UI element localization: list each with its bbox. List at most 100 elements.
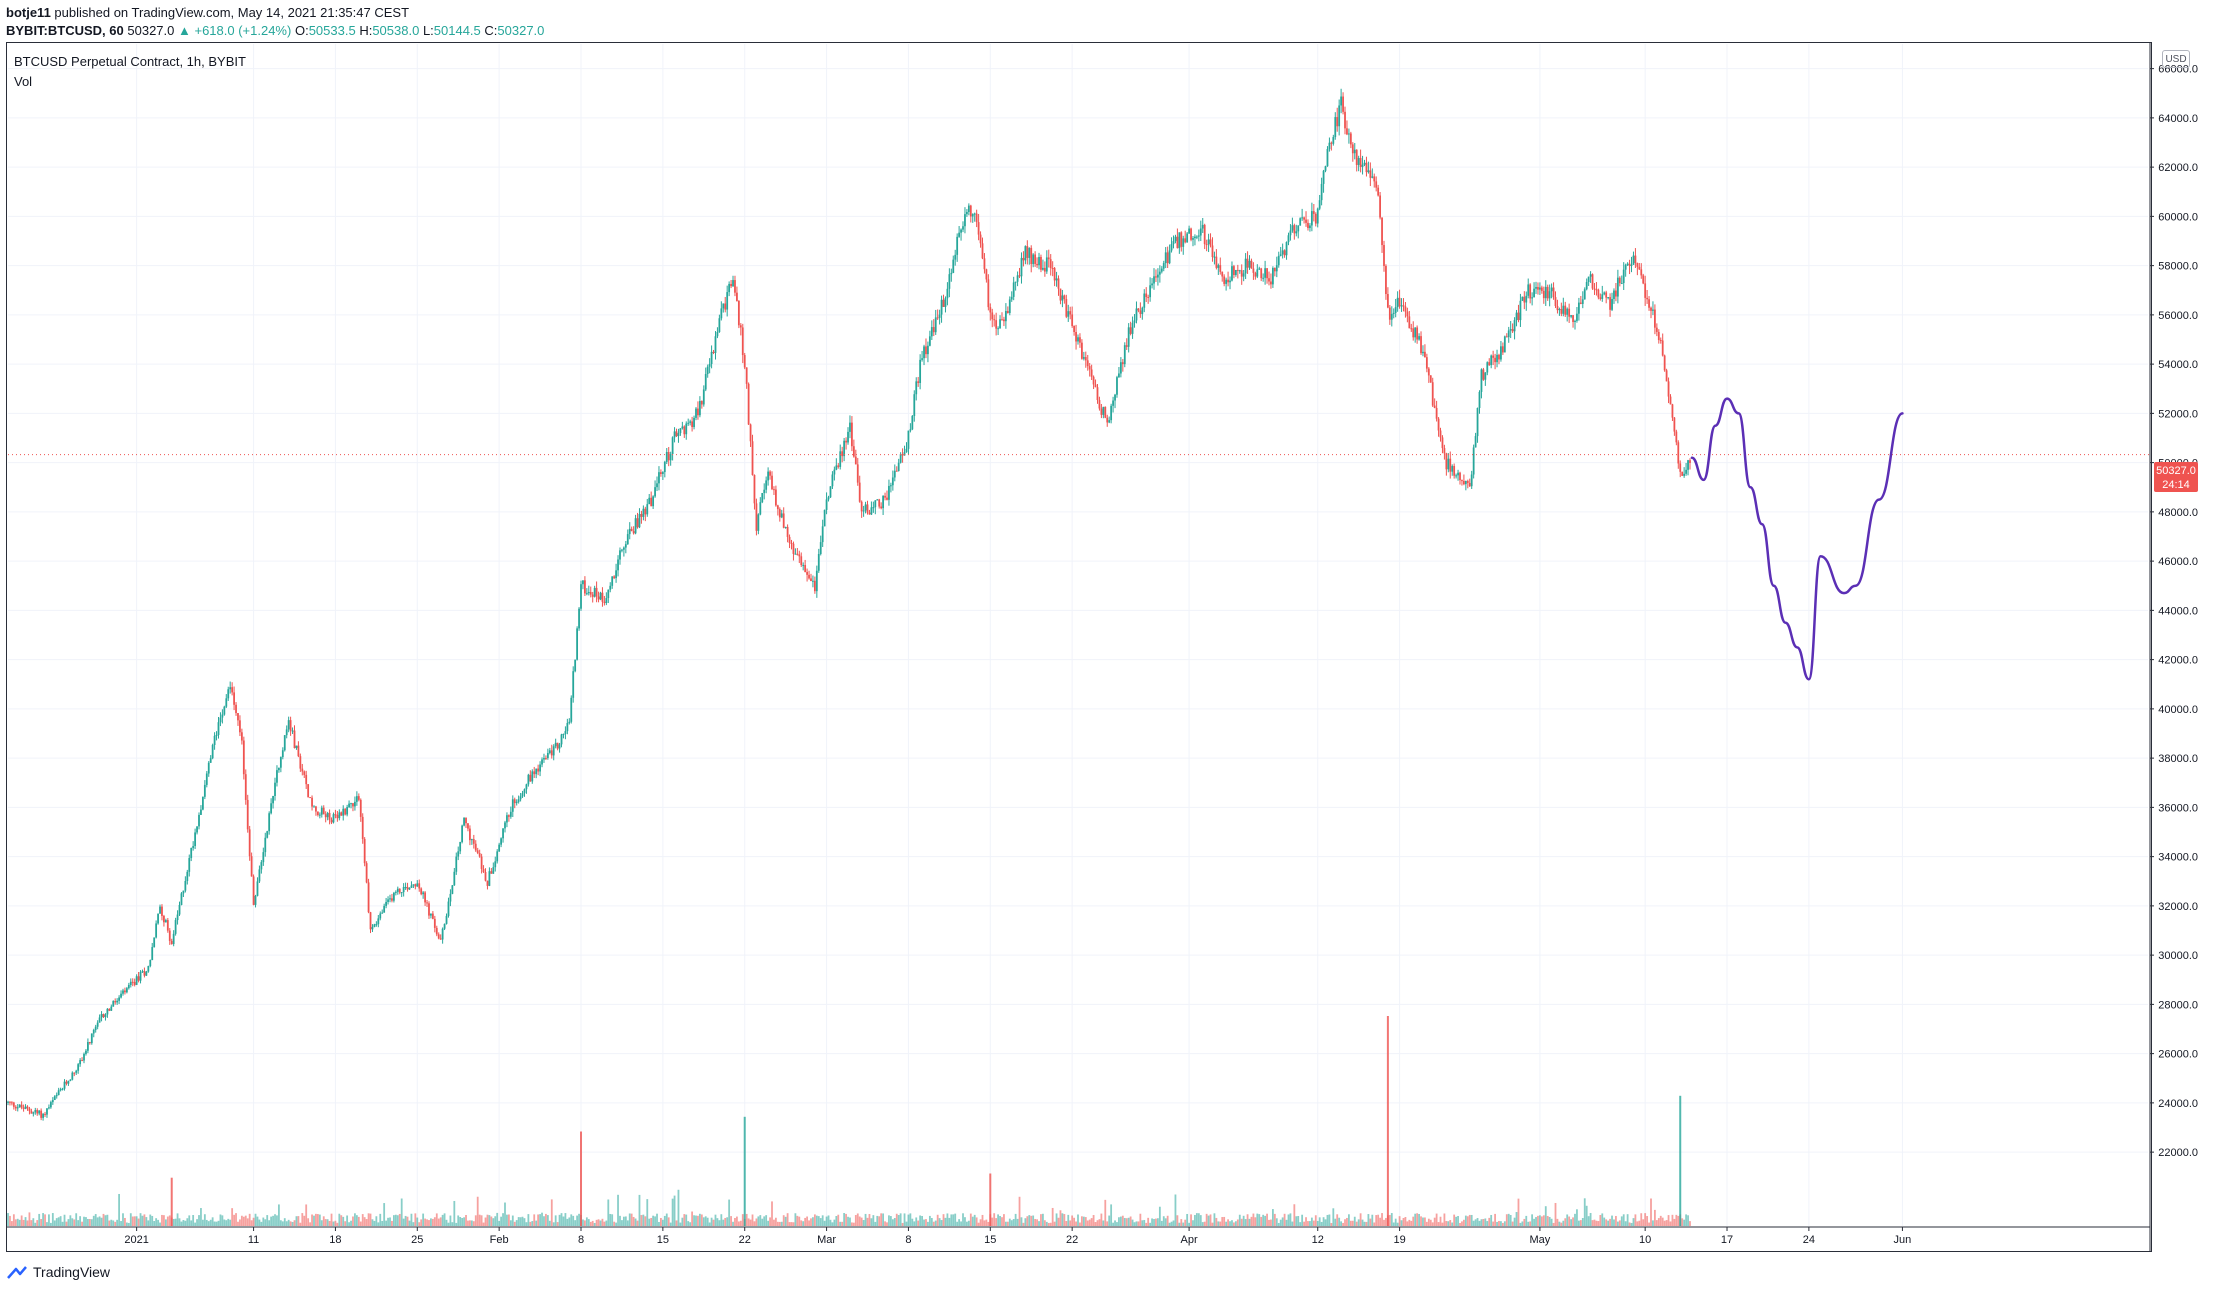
candle-body: [278, 767, 280, 771]
time-tick-label: 15: [984, 1234, 996, 1246]
volume-bar: [1365, 1221, 1368, 1226]
candle-body: [85, 1050, 87, 1054]
volume-bar: [1236, 1219, 1239, 1226]
volume-bar: [174, 1218, 177, 1226]
time-tick-label: 25: [411, 1234, 423, 1246]
volume-bar: [242, 1216, 245, 1226]
candle-body: [1121, 362, 1124, 365]
volume-bar: [1096, 1220, 1099, 1226]
candle-body: [1359, 158, 1362, 167]
candle-body: [1595, 289, 1598, 291]
time-tick-label: 15: [657, 1234, 669, 1246]
candle-body: [1461, 480, 1463, 482]
volume-bar: [22, 1219, 25, 1226]
volume-bar: [800, 1220, 803, 1226]
candle-body: [10, 1102, 13, 1104]
volume-bar: [1155, 1218, 1157, 1226]
volume-bar: [1663, 1220, 1666, 1226]
volume-bar: [872, 1215, 875, 1226]
candle-body: [1262, 277, 1265, 279]
candle-body: [983, 258, 986, 270]
candle-body: [1388, 307, 1391, 320]
candle-body: [122, 990, 124, 994]
candle-body: [1309, 225, 1311, 229]
chart-frame[interactable]: [6, 42, 2152, 1252]
candle-body: [207, 762, 210, 774]
candle-body: [303, 771, 306, 775]
candle-body: [1679, 463, 1682, 472]
candle-body: [751, 441, 754, 475]
candle-body: [1579, 302, 1582, 304]
candle-body: [1318, 200, 1321, 209]
candle-body: [102, 1014, 105, 1018]
volume-bar: [114, 1221, 117, 1226]
candle-body: [757, 514, 760, 531]
candle-body: [272, 795, 274, 804]
candle-body: [1562, 305, 1565, 314]
candle-body: [899, 454, 902, 463]
volume-bar: [1067, 1214, 1070, 1226]
volume-bar: [122, 1213, 124, 1226]
candle-body: [989, 307, 992, 313]
volume-bar: [880, 1213, 883, 1226]
candle-body: [200, 809, 202, 815]
candle-body: [1055, 278, 1058, 281]
volume-bar: [757, 1216, 760, 1226]
volume-bar: [1225, 1221, 1228, 1226]
candle-body: [798, 554, 801, 557]
volume-bar: [219, 1214, 222, 1226]
volume-bar: [611, 1214, 614, 1226]
candle-body: [1640, 269, 1643, 276]
volume-bar: [118, 1193, 120, 1226]
candle-body: [283, 735, 286, 751]
volume-bar: [1310, 1217, 1313, 1226]
candle-body: [100, 1014, 103, 1018]
candle-body: [648, 497, 651, 505]
volume-bar: [1010, 1220, 1013, 1226]
volume-bar: [1209, 1214, 1212, 1226]
candle-body: [736, 292, 738, 301]
volume-bar: [1063, 1214, 1066, 1226]
last-price-tag: 50327.0 24:14: [2154, 462, 2198, 492]
volume-bar: [985, 1219, 988, 1226]
candle-body: [1529, 284, 1532, 299]
author-name[interactable]: botje11: [6, 5, 51, 20]
candle-body: [355, 796, 358, 802]
candle-body: [246, 799, 249, 830]
volume-bar: [313, 1215, 315, 1226]
volume-bar: [983, 1220, 986, 1226]
volume-bar: [1322, 1217, 1325, 1226]
candle-body: [539, 764, 541, 772]
price-tick-label: 46000.0: [2158, 556, 2198, 568]
volume-bar: [790, 1222, 793, 1226]
currency-button[interactable]: USD: [2162, 50, 2190, 68]
volume-bar: [1581, 1218, 1584, 1226]
volume-bar: [899, 1213, 902, 1226]
candle-body: [1683, 473, 1686, 476]
tradingview-footer[interactable]: TradingView: [6, 1262, 110, 1282]
candle-body: [1644, 283, 1647, 298]
legend-title[interactable]: BTCUSD Perpetual Contract, 1h, BYBIT: [14, 54, 246, 69]
volume-bar: [437, 1218, 440, 1226]
volume-bar: [585, 1217, 588, 1226]
volume-bar: [1324, 1219, 1327, 1226]
volume-bar: [365, 1219, 368, 1226]
candle-body: [837, 465, 840, 467]
volume-bar: [258, 1219, 261, 1226]
legend-volume-label[interactable]: Vol: [14, 74, 33, 89]
volume-bar: [763, 1216, 766, 1226]
candle-body: [1503, 336, 1506, 353]
candle-body: [63, 1081, 66, 1089]
candle-body: [416, 883, 419, 887]
volume-bar: [677, 1189, 680, 1226]
candle-body: [1186, 233, 1189, 243]
volume-bar: [1560, 1222, 1563, 1226]
candle-body: [950, 272, 953, 275]
candle-body: [474, 843, 477, 851]
candle-body: [1223, 276, 1226, 284]
volume-bar: [1168, 1222, 1171, 1226]
candle-body: [1077, 337, 1079, 342]
price-tick-label: 52000.0: [2158, 408, 2198, 420]
volume-bar: [876, 1215, 879, 1226]
